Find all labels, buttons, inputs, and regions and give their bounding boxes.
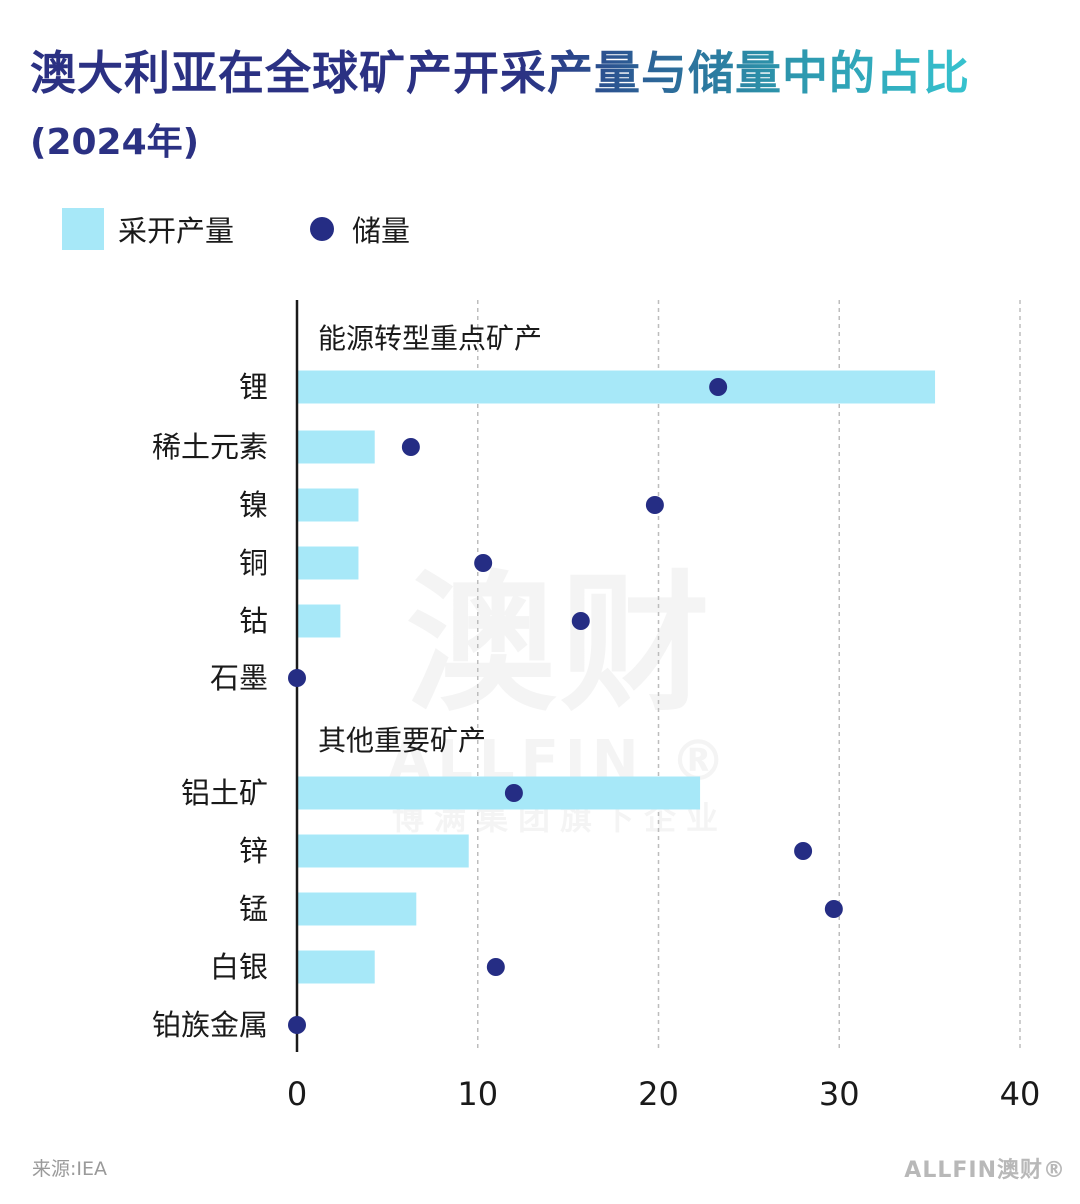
chart-title: 澳大利亚在全球矿产开采产量与储量中的占比: [30, 42, 970, 104]
bar-production: [297, 488, 359, 522]
dot-reserves: [288, 1016, 306, 1034]
legend-item-production: 采开产量: [62, 208, 234, 250]
dot-reserves: [645, 496, 664, 514]
chart-subtitle: (2024年): [30, 122, 200, 163]
bar-production: [297, 430, 375, 464]
dot-reserves: [504, 784, 523, 802]
bar-production: [297, 834, 469, 868]
category-label: 镍: [239, 488, 268, 522]
category-label: 锂: [239, 370, 268, 404]
category-label: 石墨: [210, 661, 268, 695]
bar-production: [297, 950, 375, 984]
legend-label-production: 采开产量: [118, 214, 235, 248]
dot-reserves: [709, 378, 728, 396]
group-label: 能源转型重点矿产: [318, 322, 542, 355]
category-label: 铂族金属: [152, 1008, 268, 1042]
footer-logo: ALLFIN澳财®: [904, 1158, 1066, 1183]
category-label: 锌: [239, 834, 268, 868]
dot-reserves: [571, 612, 590, 630]
dot-reserves: [486, 958, 505, 976]
x-tick-label: 30: [819, 1075, 860, 1113]
legend-item-reserves: 储量: [310, 208, 410, 250]
legend-swatch-reserves: [310, 217, 335, 241]
bar-production: [297, 604, 341, 638]
legend-label-reserves: 储量: [352, 214, 411, 248]
dot-reserves: [824, 900, 843, 918]
source-note: 来源:IEA: [32, 1158, 108, 1180]
bar-production: [297, 546, 359, 580]
bar-production: [297, 370, 936, 404]
bar-production: [297, 892, 417, 926]
x-tick-label: 20: [638, 1075, 679, 1113]
dot-reserves: [474, 554, 493, 572]
category-label: 白银: [210, 950, 268, 984]
group-label: 其他重要矿产: [318, 724, 486, 757]
x-tick-label: 0: [287, 1075, 307, 1113]
dot-reserves: [401, 438, 420, 456]
dot-reserves: [794, 842, 813, 860]
category-label: 稀土元素: [152, 430, 268, 464]
x-tick-label: 10: [457, 1075, 498, 1113]
category-label: 铜: [239, 546, 268, 580]
legend: 采开产量 储量: [62, 206, 486, 252]
x-tick-label: 40: [1000, 1075, 1041, 1113]
category-label: 锰: [239, 892, 268, 926]
legend-swatch-production: [62, 208, 104, 250]
dot-reserves: [288, 669, 306, 687]
category-label: 铝土矿: [181, 776, 268, 810]
bar-production: [297, 776, 701, 810]
category-label: 钴: [239, 604, 268, 638]
